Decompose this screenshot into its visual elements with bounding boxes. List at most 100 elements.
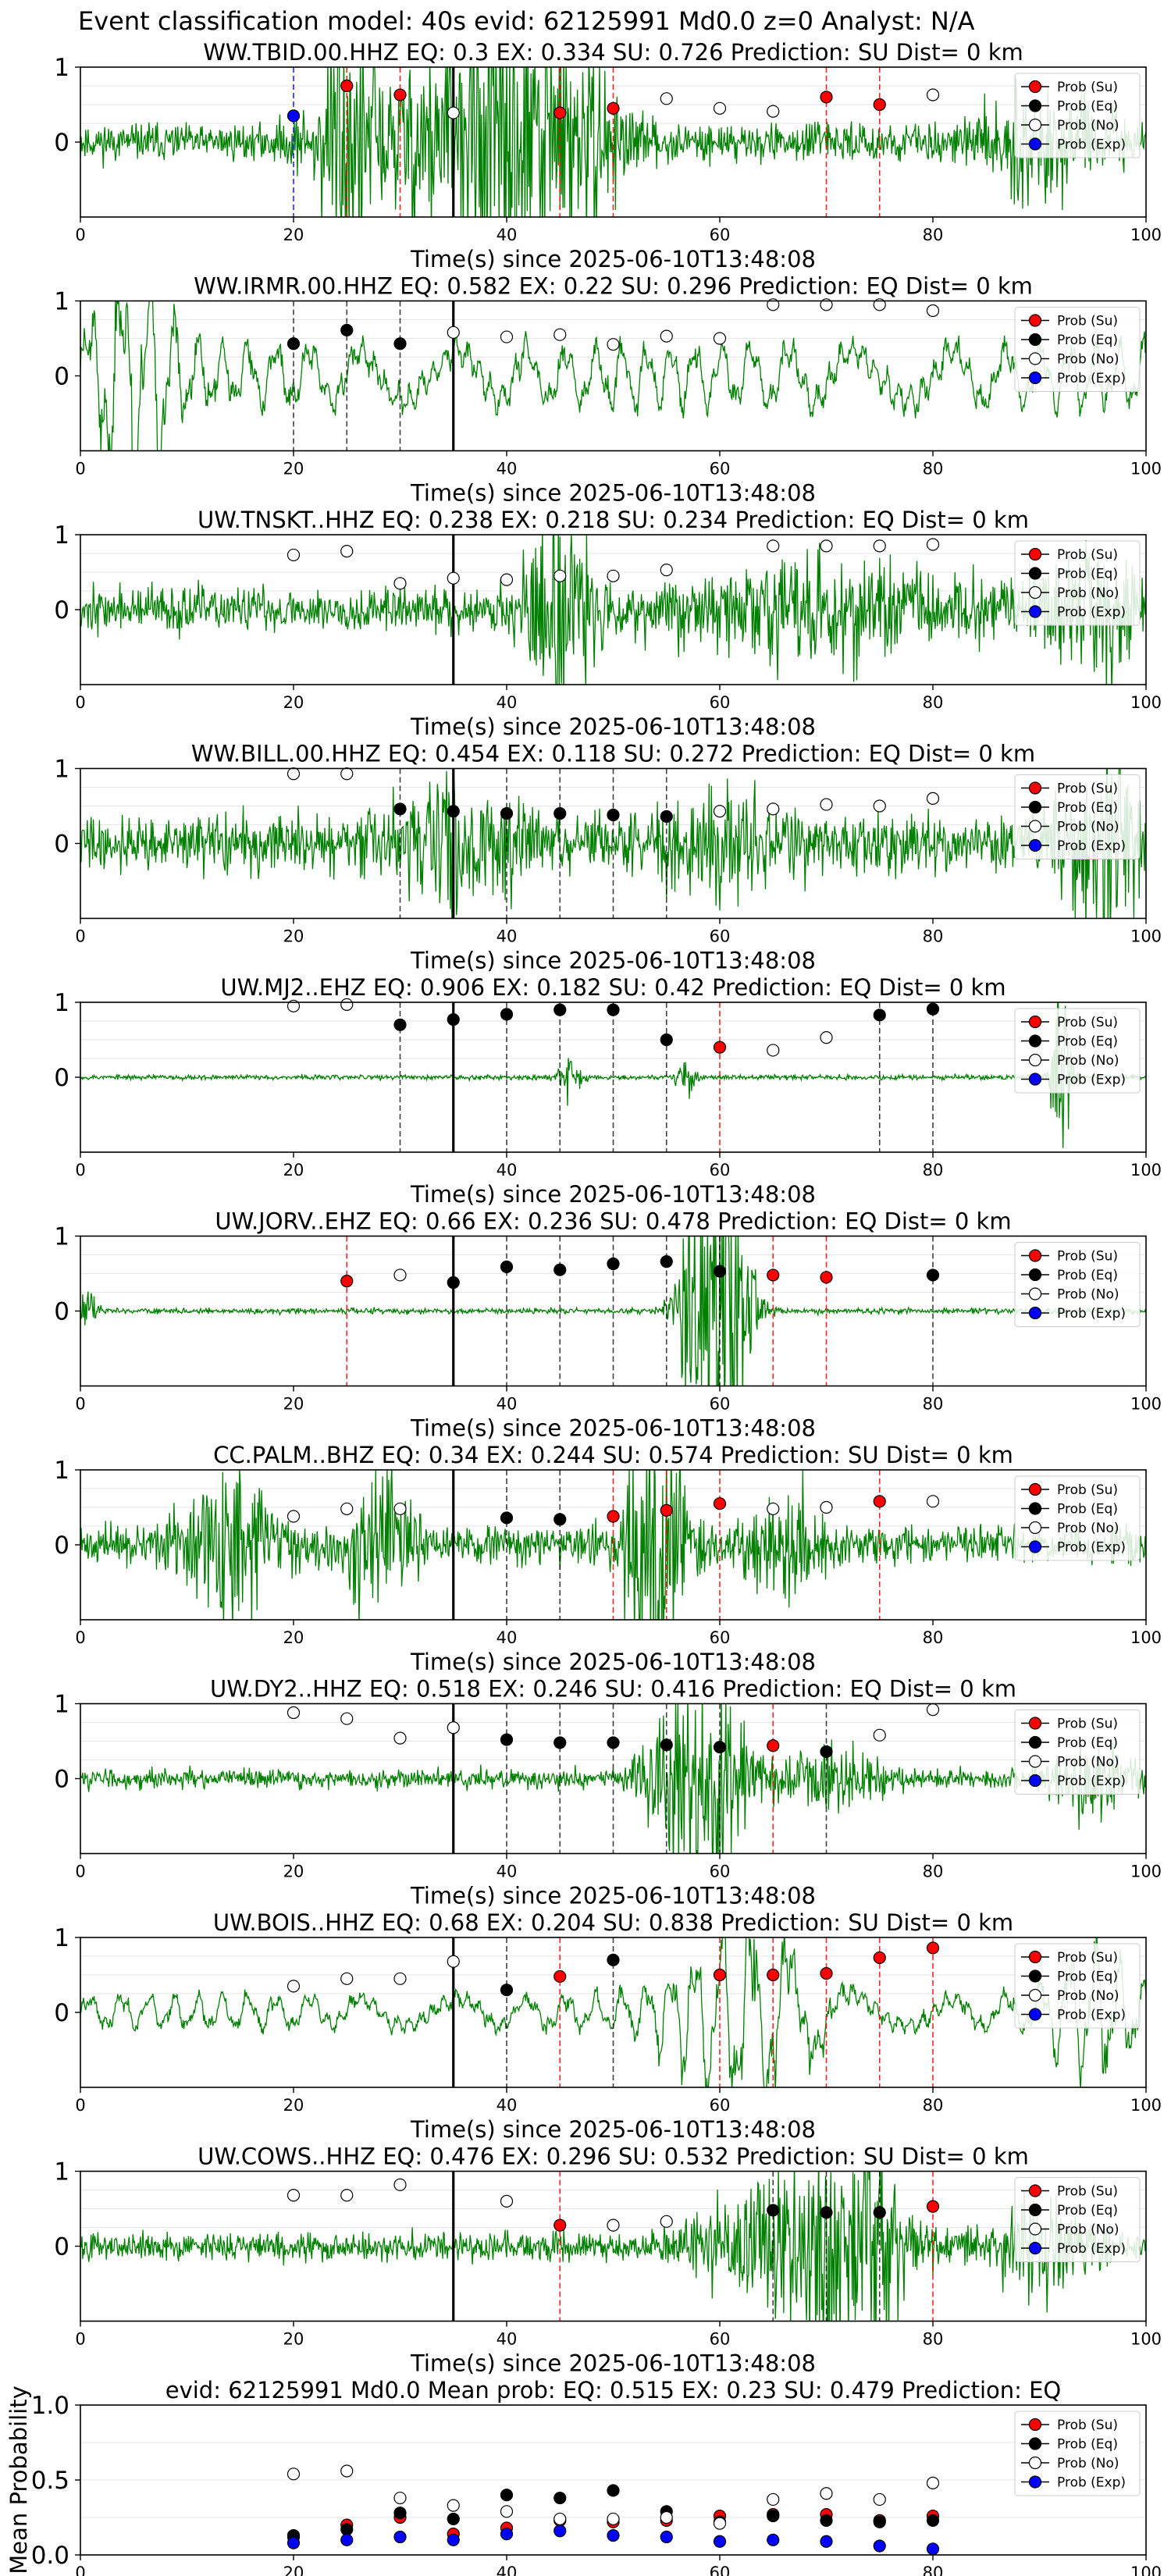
x-tick-label: 20 bbox=[283, 226, 304, 244]
legend-marker-exp bbox=[1028, 1306, 1042, 1320]
prob-point-no bbox=[340, 2189, 354, 2202]
prob-point-no bbox=[820, 1031, 833, 1044]
legend-marker-su bbox=[1028, 1717, 1042, 1730]
plot-area bbox=[80, 1470, 1146, 1620]
mean-point-exp bbox=[926, 2542, 940, 2556]
legend-label: Prob (Eq) bbox=[1057, 1502, 1118, 1517]
x-tick-label: 60 bbox=[710, 460, 731, 479]
legend-label: Prob (Su) bbox=[1057, 314, 1118, 329]
legend-label: Prob (No) bbox=[1057, 820, 1119, 835]
mean-point-exp bbox=[873, 2539, 886, 2553]
legend-label: Prob (Exp) bbox=[1057, 371, 1126, 386]
legend-marker-eq bbox=[1028, 2203, 1042, 2217]
legend-label: Prob (No) bbox=[1057, 2222, 1119, 2238]
prob-point-no bbox=[287, 1706, 301, 1720]
y-tick-label: 0 bbox=[54, 1532, 69, 1560]
prob-point-no bbox=[660, 92, 673, 105]
prob-point-eq bbox=[500, 1008, 514, 1021]
mean-point-eq bbox=[553, 2491, 567, 2505]
legend-label: Prob (No) bbox=[1057, 585, 1119, 601]
station-panel-1: WW.TBID.00.HHZ EQ: 0.3 EX: 0.334 SU: 0.7… bbox=[54, 39, 1162, 272]
x-tick-label: 40 bbox=[497, 2564, 518, 2576]
y-tick-label: 1 bbox=[54, 756, 69, 784]
station-panel-7: CC.PALM..BHZ EQ: 0.34 EX: 0.244 SU: 0.57… bbox=[54, 1442, 1162, 1675]
x-tick-label: 60 bbox=[710, 1395, 731, 1414]
mean-point-exp bbox=[660, 2530, 673, 2544]
legend-label: Prob (Su) bbox=[1057, 1482, 1118, 1498]
x-tick-label: 100 bbox=[1130, 2330, 1162, 2349]
x-tick-label: 100 bbox=[1130, 1863, 1162, 1881]
waveform-trace bbox=[80, 768, 1146, 919]
prob-point-no bbox=[820, 539, 833, 553]
legend-label: Prob (Exp) bbox=[1057, 2008, 1126, 2023]
legend-label: Prob (Exp) bbox=[1057, 1306, 1126, 1322]
prob-point-su bbox=[820, 1271, 833, 1284]
prob-point-eq bbox=[660, 1738, 673, 1752]
legend-label: Prob (Exp) bbox=[1057, 137, 1126, 153]
waveform-trace bbox=[80, 1236, 1146, 1386]
legend-label: Prob (Eq) bbox=[1057, 333, 1118, 348]
x-tick-label: 0 bbox=[75, 1161, 85, 1179]
x-tick-label: 0 bbox=[75, 2096, 85, 2115]
prob-point-eq bbox=[393, 802, 407, 816]
x-tick-label: 60 bbox=[710, 226, 731, 244]
legend-label: Prob (Eq) bbox=[1057, 99, 1118, 115]
x-tick-label: 40 bbox=[497, 927, 518, 946]
y-tick-label: 1 bbox=[54, 2158, 69, 2186]
prob-point-no bbox=[340, 767, 354, 781]
y-tick-label: 0 bbox=[54, 1064, 69, 1092]
prob-point-no bbox=[607, 338, 620, 351]
prob-point-su bbox=[713, 1497, 727, 1510]
legend-label: Prob (No) bbox=[1057, 1755, 1119, 1770]
prob-point-no bbox=[287, 1980, 301, 1993]
x-axis-label: Time(s) since 2025-06-10T13:48:08 bbox=[410, 1883, 816, 1909]
legend-marker-eq bbox=[1028, 567, 1042, 580]
mean-point-exp bbox=[340, 2533, 354, 2546]
x-axis-label: Time(s) since 2025-06-10T13:48:08 bbox=[410, 948, 816, 974]
x-tick-label: 20 bbox=[283, 1863, 304, 1881]
x-tick-label: 20 bbox=[283, 927, 304, 946]
prob-point-no bbox=[340, 1502, 354, 1516]
prob-point-no bbox=[447, 571, 460, 585]
prob-point-no bbox=[607, 2218, 620, 2232]
legend-marker-no bbox=[1028, 585, 1042, 600]
x-tick-label: 0 bbox=[75, 2330, 85, 2349]
legend-marker-eq bbox=[1028, 2437, 1042, 2450]
panel-title: WW.IRMR.00.HHZ EQ: 0.582 EX: 0.22 SU: 0.… bbox=[194, 273, 1033, 300]
mean-point-no bbox=[340, 2464, 354, 2478]
y-tick-label: 1 bbox=[54, 288, 69, 316]
legend-label: Prob (No) bbox=[1057, 2456, 1119, 2471]
prob-point-su bbox=[873, 1495, 886, 1508]
legend-label: Prob (Eq) bbox=[1057, 1034, 1118, 1050]
x-axis-label: Time(s) since 2025-06-10T13:48:08 bbox=[410, 2116, 816, 2143]
x-axis-label: Time(s) since 2025-06-10T13:48:08 bbox=[410, 480, 816, 507]
station-panel-10: UW.COWS..HHZ EQ: 0.476 EX: 0.296 SU: 0.5… bbox=[54, 2144, 1162, 2377]
legend-marker-no bbox=[1028, 1053, 1042, 1067]
prob-point-eq bbox=[607, 1953, 620, 1966]
x-tick-label: 80 bbox=[923, 460, 944, 479]
x-tick-label: 20 bbox=[283, 1395, 304, 1414]
station-panel-9: UW.BOIS..HHZ EQ: 0.68 EX: 0.204 SU: 0.83… bbox=[54, 1909, 1162, 2143]
x-tick-label: 100 bbox=[1130, 1161, 1162, 1179]
legend-marker-eq bbox=[1028, 800, 1042, 814]
mean-point-eq bbox=[500, 2489, 514, 2502]
prob-point-no bbox=[713, 805, 727, 818]
y-tick-label: 1 bbox=[54, 1924, 69, 1952]
legend-label: Prob (Eq) bbox=[1057, 2203, 1118, 2218]
prob-point-su bbox=[553, 2218, 567, 2232]
x-tick-label: 0 bbox=[75, 693, 85, 712]
prob-point-exp bbox=[287, 109, 301, 123]
panel-title: WW.BILL.00.HHZ EQ: 0.454 EX: 0.118 SU: 0… bbox=[191, 741, 1035, 767]
prob-point-su bbox=[767, 1968, 780, 1982]
x-tick-label: 40 bbox=[497, 693, 518, 712]
mean-point-exp bbox=[607, 2528, 620, 2542]
prob-point-eq bbox=[553, 1003, 567, 1016]
legend-box bbox=[1014, 1710, 1141, 1795]
x-tick-label: 0 bbox=[75, 1863, 85, 1881]
x-axis-label: Time(s) since 2025-06-10T13:48:08 bbox=[410, 1415, 816, 1442]
x-tick-label: 80 bbox=[923, 693, 944, 712]
plot-area bbox=[80, 2171, 1146, 2322]
prob-point-no bbox=[713, 332, 727, 345]
legend-marker-eq bbox=[1028, 1735, 1042, 1749]
panel-title: UW.MJ2..EHZ EQ: 0.906 EX: 0.182 SU: 0.42… bbox=[220, 974, 1005, 1001]
